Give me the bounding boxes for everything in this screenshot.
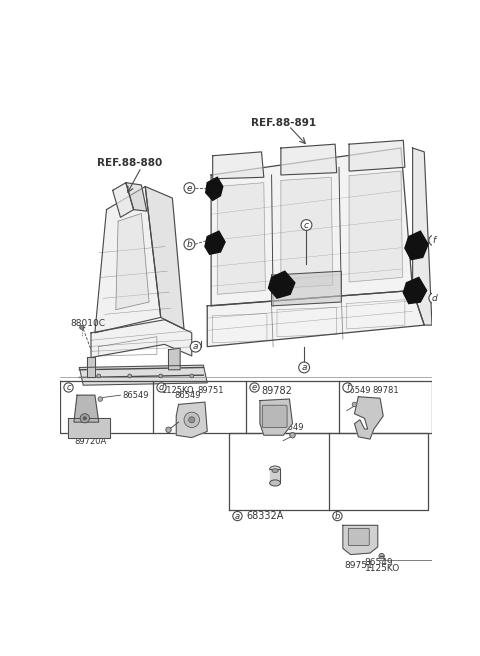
Text: f: f [346, 383, 349, 392]
Circle shape [301, 220, 312, 230]
Text: 86549: 86549 [345, 386, 371, 395]
Polygon shape [413, 148, 432, 325]
Text: 1125KO: 1125KO [365, 564, 400, 573]
Polygon shape [281, 177, 333, 288]
Text: e: e [252, 383, 257, 392]
Ellipse shape [270, 466, 280, 472]
Polygon shape [217, 182, 265, 295]
Circle shape [290, 432, 295, 438]
Circle shape [379, 554, 384, 559]
Circle shape [184, 239, 195, 250]
Polygon shape [68, 419, 110, 438]
Text: 89781: 89781 [372, 386, 399, 395]
Text: 68332A: 68332A [246, 511, 283, 521]
Polygon shape [206, 177, 223, 200]
Text: 89751: 89751 [345, 561, 373, 570]
Polygon shape [281, 144, 336, 175]
Polygon shape [205, 231, 225, 255]
Circle shape [190, 341, 201, 352]
Polygon shape [126, 182, 147, 211]
Circle shape [184, 412, 200, 428]
Text: 89782: 89782 [262, 386, 292, 396]
Circle shape [166, 427, 171, 432]
Polygon shape [349, 171, 403, 282]
Polygon shape [116, 213, 149, 310]
Polygon shape [405, 231, 428, 260]
Text: 86549: 86549 [122, 391, 148, 400]
Circle shape [157, 383, 166, 392]
Polygon shape [260, 399, 292, 435]
Polygon shape [207, 291, 424, 346]
FancyBboxPatch shape [262, 405, 287, 428]
Polygon shape [168, 348, 180, 370]
Polygon shape [95, 186, 161, 333]
Polygon shape [79, 365, 207, 385]
FancyBboxPatch shape [348, 528, 369, 545]
Text: a: a [235, 512, 240, 521]
Circle shape [97, 374, 101, 378]
Polygon shape [74, 395, 99, 422]
Circle shape [333, 512, 342, 521]
Text: 89720A: 89720A [74, 437, 106, 446]
Text: a: a [193, 342, 198, 351]
Polygon shape [213, 152, 264, 179]
Circle shape [184, 182, 195, 194]
Polygon shape [349, 140, 405, 171]
Polygon shape [87, 358, 95, 377]
Circle shape [233, 512, 242, 521]
Polygon shape [272, 271, 341, 306]
Circle shape [80, 325, 84, 329]
Circle shape [429, 293, 440, 304]
Ellipse shape [270, 480, 280, 486]
Polygon shape [268, 271, 295, 298]
Circle shape [250, 383, 259, 392]
Polygon shape [270, 469, 280, 483]
Text: b: b [187, 240, 192, 249]
Text: a: a [301, 363, 307, 372]
Circle shape [83, 417, 86, 420]
Circle shape [64, 383, 73, 392]
Polygon shape [211, 148, 413, 306]
Text: 86549: 86549 [277, 423, 303, 432]
Text: 86549: 86549 [174, 392, 201, 400]
Circle shape [343, 383, 352, 392]
Circle shape [190, 374, 194, 378]
Text: c: c [304, 220, 309, 230]
Polygon shape [403, 277, 427, 304]
Text: 88010C: 88010C [71, 319, 106, 328]
Text: 89751: 89751 [197, 386, 224, 395]
Circle shape [352, 402, 357, 407]
Text: REF.88-891: REF.88-891 [252, 118, 316, 129]
Polygon shape [343, 525, 378, 554]
Ellipse shape [272, 469, 278, 472]
Text: b: b [335, 512, 340, 521]
Text: d: d [159, 383, 164, 392]
Circle shape [98, 397, 103, 401]
Circle shape [429, 235, 440, 246]
Text: e: e [187, 184, 192, 193]
Text: 86549: 86549 [365, 558, 393, 567]
Circle shape [80, 414, 89, 423]
Text: c: c [66, 383, 71, 392]
Text: d: d [432, 294, 437, 302]
Polygon shape [145, 186, 184, 329]
Circle shape [189, 417, 195, 423]
Polygon shape [355, 397, 383, 439]
Circle shape [159, 374, 163, 378]
Text: f: f [433, 236, 436, 245]
Polygon shape [176, 402, 207, 438]
Circle shape [299, 362, 310, 373]
Polygon shape [113, 182, 133, 217]
Text: REF.88-880: REF.88-880 [97, 158, 162, 169]
Circle shape [128, 374, 132, 378]
Polygon shape [91, 319, 192, 358]
Text: 1125KO: 1125KO [161, 386, 193, 395]
